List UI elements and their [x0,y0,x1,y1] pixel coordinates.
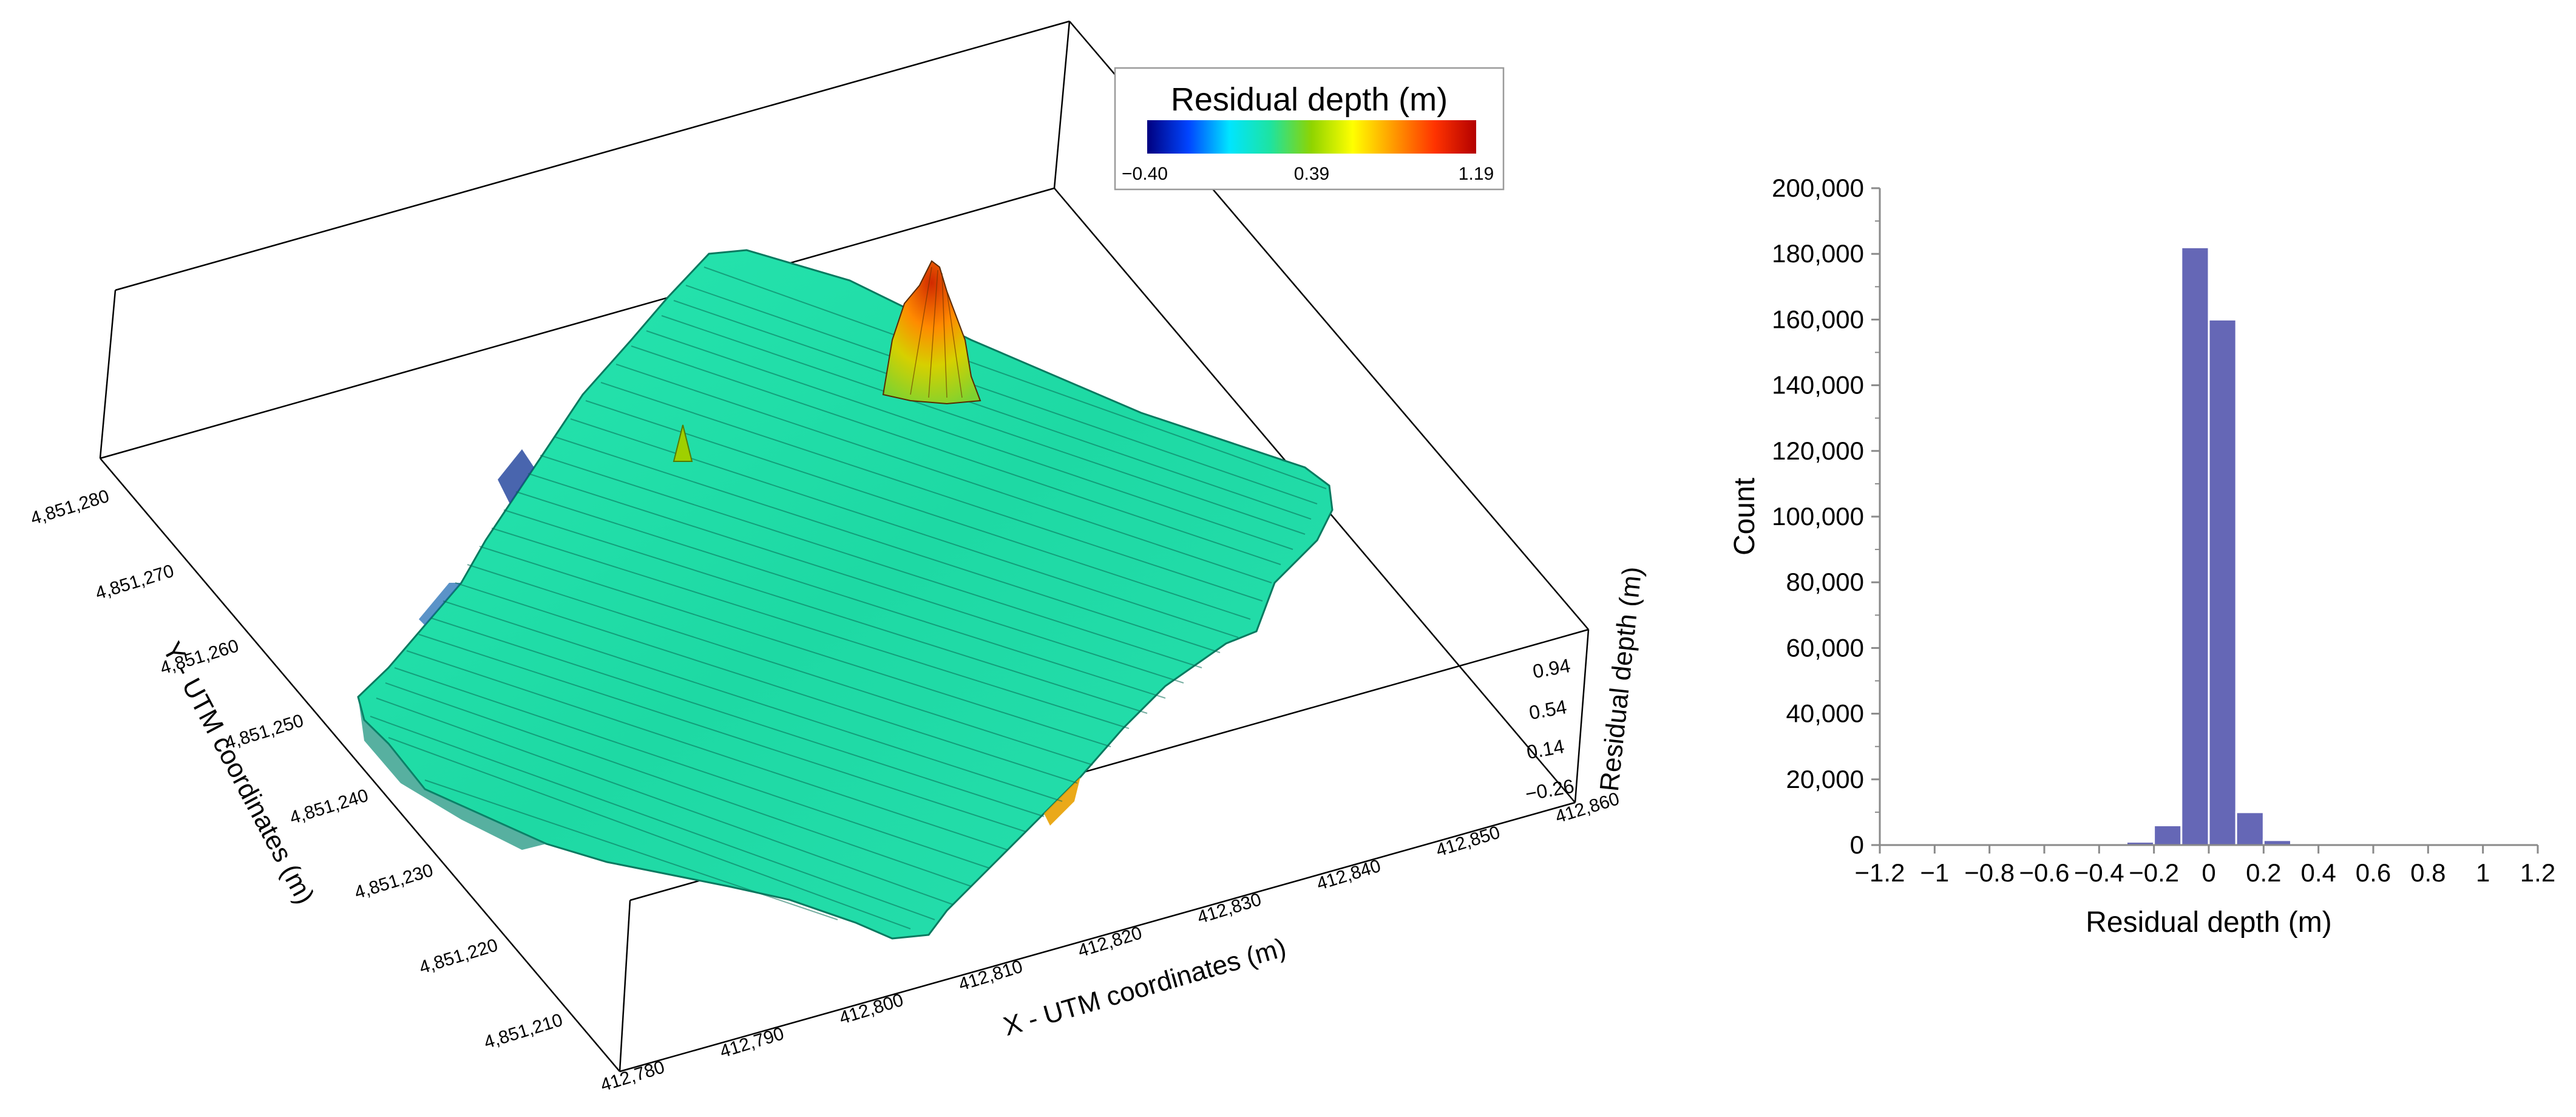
histogram-bar [2180,246,2210,846]
y-tick-label: 4,851,220 [417,935,500,978]
colorbar-legend: Residual depth (m) −0.40 0.39 1.19 [1114,67,1505,191]
y-tick-label: 4,851,280 [29,486,112,529]
x-tick-label: 412,830 [1195,889,1264,928]
y-tick-label: 4,851,230 [352,860,435,903]
y-axis-label: Y - UTM coordinates (m) [157,637,320,909]
terrain-surface [357,249,1334,940]
y-tick-label: 4,851,270 [93,561,176,604]
z-tick-label: 0.14 [1525,735,1566,763]
x-tick-label: −1.2 [1855,858,1905,887]
histogram-y-axis-label: Count [1729,478,1761,555]
peak [882,260,981,405]
x-axis-label: X - UTM coordinates (m) [1000,932,1289,1042]
colorbar-gradient-bar [1147,120,1476,154]
y-tick-label: 200,000 [1772,174,1864,202]
surface-plot: 412,780 412,790 412,800 412,810 412,820 412,8… [29,20,1648,1096]
y-tick-label: 40,000 [1786,699,1864,728]
x-tick-label: −1 [1920,858,1949,887]
x-tick-label: 412,790 [717,1024,786,1062]
z-tick-label: 0.94 [1531,654,1572,682]
x-tick-label: −0.4 [2074,858,2124,887]
z-tick-label: 0.54 [1527,696,1568,724]
z-axis-ticks: −0.26 0.14 0.54 0.94 [1524,654,1576,805]
x-tick-label: 0.2 [2246,858,2281,887]
y-tick-label: 4,851,210 [482,1010,565,1053]
histogram-y-ticks: 0 20,000 40,000 60,000 80,000 100,000 120,000 1… [1772,174,1880,859]
x-tick-label: 412,850 [1434,823,1502,861]
y-tick-label: 4,851,240 [287,786,370,829]
y-tick-label: 180,000 [1772,239,1864,268]
x-tick-label: 412,810 [956,957,1025,995]
x-tick-label: 0.8 [2410,858,2446,887]
x-tick-label: 412,800 [837,990,906,1028]
histogram-bars [2126,246,2320,846]
x-tick-label: 412,840 [1314,856,1383,894]
x-tick-label: 0.6 [2356,858,2391,887]
x-tick-label: 0.4 [2300,858,2336,887]
y-tick-label: 120,000 [1772,436,1864,465]
histogram: 0 20,000 40,000 60,000 80,000 100,000 120,000 1… [1729,174,2555,939]
colorbar-title: Residual depth (m) [1171,81,1448,118]
colorbar-min-label: −0.40 [1122,164,1168,184]
y-tick-label: 60,000 [1786,633,1864,662]
x-tick-label: −0.8 [1964,858,2015,887]
y-tick-label: 80,000 [1786,568,1864,596]
histogram-bar [2235,811,2265,846]
histogram-bar [2208,318,2237,846]
y-tick-label: 0 [1850,830,1864,859]
z-axis-label: Residual depth (m) [1595,565,1648,793]
x-tick-label: 412,820 [1076,923,1144,961]
surface-ridges [370,267,1327,929]
y-tick-label: 100,000 [1772,502,1864,531]
z-tick-label: −0.26 [1524,775,1576,805]
colorbar-mid-label: 0.39 [1294,164,1329,184]
x-tick-label: 0 [2201,858,2215,887]
y-tick-label: 140,000 [1772,371,1864,399]
histogram-x-axis-label: Residual depth (m) [2086,906,2332,939]
colorbar-max-label: 1.19 [1459,164,1494,184]
x-tick-label: 412,780 [598,1057,667,1095]
x-tick-label: 1 [2476,858,2490,887]
histogram-bar [2153,824,2183,846]
y-tick-label: 160,000 [1772,305,1864,333]
x-tick-label: −0.6 [2019,858,2070,887]
y-tick-label: 20,000 [1786,765,1864,793]
x-tick-label: 1.2 [2520,858,2555,887]
histogram-x-ticks: −1.2 −1 −0.8 −0.6 −0.4 −0.2 0 0.2 0.4 0.6 0.8 1 1.2 [1855,845,2555,887]
x-tick-label: −0.2 [2129,858,2179,887]
